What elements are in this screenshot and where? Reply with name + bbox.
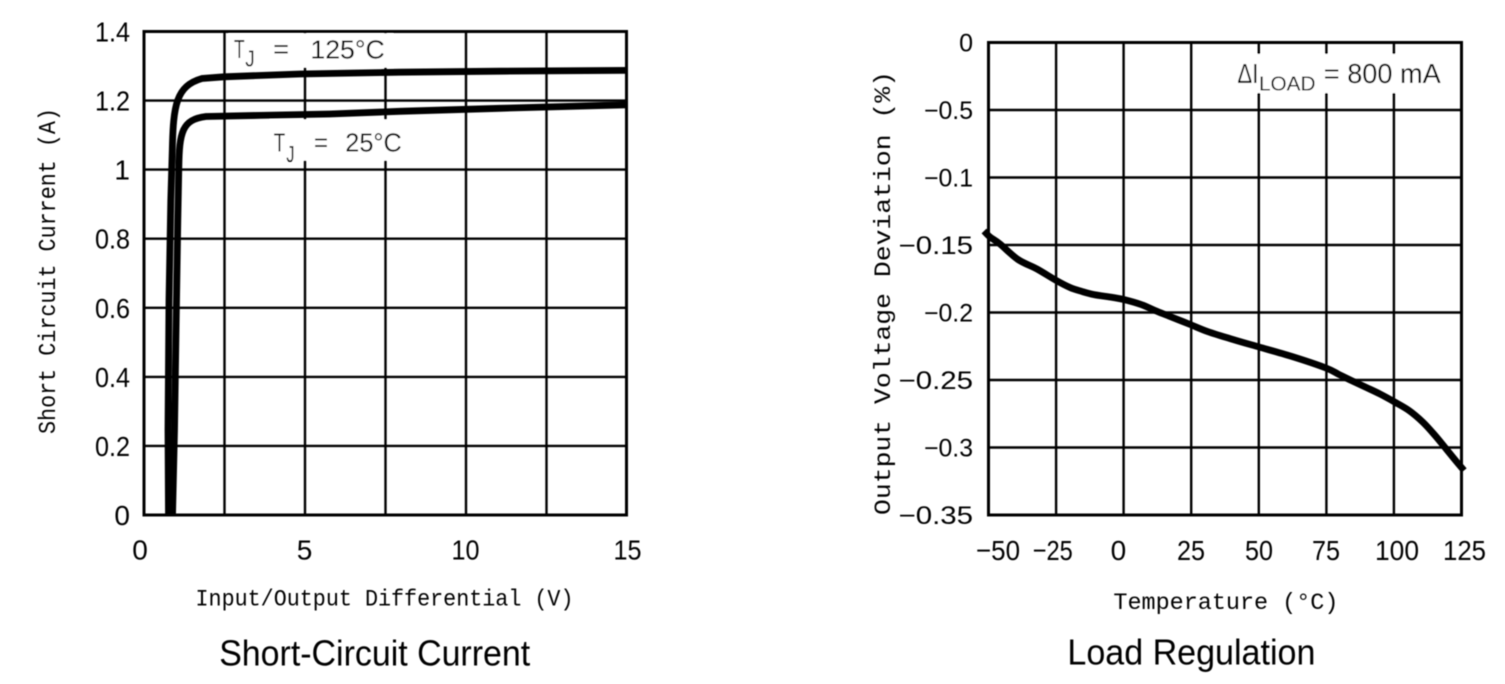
svg-text:1.2: 1.2 bbox=[95, 86, 130, 117]
svg-text:−0.3: −0.3 bbox=[924, 435, 973, 463]
svg-text:0.4: 0.4 bbox=[95, 362, 130, 393]
svg-text:0.8: 0.8 bbox=[95, 224, 130, 255]
svg-text:−0.15: −0.15 bbox=[899, 232, 974, 260]
svg-text:Short Circuit Current (A): Short Circuit Current (A) bbox=[36, 108, 63, 434]
svg-text:J: J bbox=[286, 141, 294, 167]
svg-text:−50: −50 bbox=[976, 535, 1020, 566]
svg-text:1: 1 bbox=[114, 155, 130, 186]
svg-text:100: 100 bbox=[1375, 535, 1419, 566]
svg-text:= 800 mA: = 800 mA bbox=[1324, 58, 1441, 89]
svg-text:−0.5: −0.5 bbox=[924, 97, 973, 125]
svg-text:T: T bbox=[234, 34, 245, 64]
svg-text:=: = bbox=[314, 128, 328, 158]
svg-text:Short-Circuit Current: Short-Circuit Current bbox=[219, 633, 530, 674]
svg-text:0: 0 bbox=[132, 535, 148, 566]
svg-text:5: 5 bbox=[297, 535, 313, 566]
svg-text:1.4: 1.4 bbox=[95, 17, 130, 48]
svg-text:−0.2: −0.2 bbox=[924, 300, 973, 328]
svg-text:Temperature (°C): Temperature (°C) bbox=[1113, 590, 1338, 616]
svg-text:0: 0 bbox=[959, 30, 973, 58]
svg-text:125°C: 125°C bbox=[310, 35, 384, 65]
svg-text:75: 75 bbox=[1312, 535, 1340, 566]
svg-text:ΔI: ΔI bbox=[1237, 58, 1258, 89]
svg-text:Load Regulation: Load Regulation bbox=[1067, 632, 1315, 673]
svg-text:Input/Output Differential (V): Input/Output Differential (V) bbox=[196, 587, 574, 613]
svg-text:50: 50 bbox=[1245, 535, 1273, 566]
svg-text:Output Voltage Deviation (%): Output Voltage Deviation (%) bbox=[871, 71, 897, 515]
svg-text:0: 0 bbox=[114, 500, 130, 531]
svg-text:25: 25 bbox=[1177, 535, 1205, 566]
svg-text:0: 0 bbox=[1111, 535, 1127, 566]
svg-text:=: = bbox=[273, 34, 289, 64]
svg-text:J: J bbox=[245, 46, 254, 72]
svg-text:15: 15 bbox=[614, 535, 642, 566]
svg-text:T: T bbox=[274, 128, 285, 158]
svg-text:LOAD: LOAD bbox=[1259, 74, 1316, 96]
svg-text:−0.1: −0.1 bbox=[924, 165, 973, 193]
svg-text:0.2: 0.2 bbox=[95, 431, 130, 462]
svg-text:125: 125 bbox=[1443, 535, 1486, 566]
svg-text:−0.25: −0.25 bbox=[899, 367, 974, 395]
svg-text:25°C: 25°C bbox=[345, 128, 402, 158]
svg-text:−25: −25 bbox=[1033, 535, 1073, 566]
svg-text:−0.35: −0.35 bbox=[899, 502, 974, 530]
svg-text:0.6: 0.6 bbox=[95, 293, 130, 324]
svg-text:10: 10 bbox=[452, 535, 480, 566]
